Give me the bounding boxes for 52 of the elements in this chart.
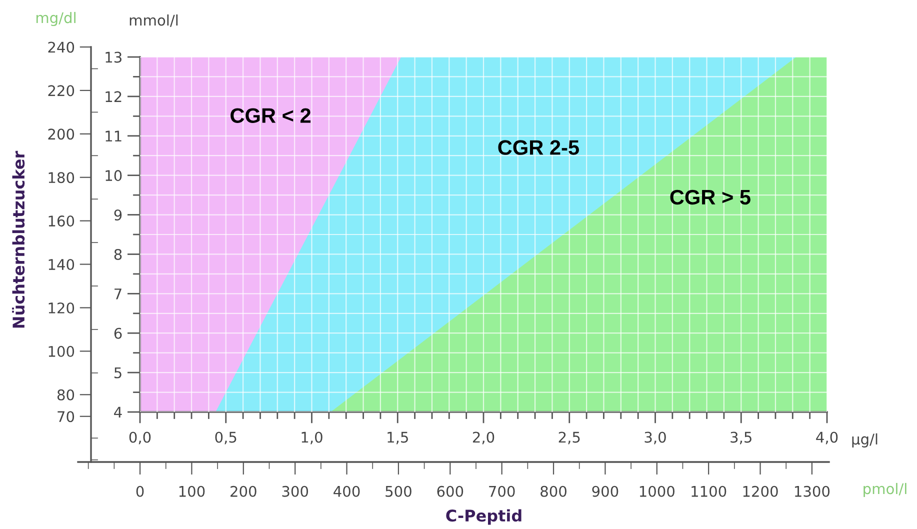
- x2-tick-label: 200: [230, 486, 256, 497]
- y2-tick-label: 160: [48, 216, 74, 227]
- y2-tick-label: 120: [48, 302, 74, 314]
- y2-tick-label: 70: [58, 411, 74, 422]
- x2-tick-label: 1100: [692, 486, 726, 497]
- x-tick-label: 3,0: [644, 432, 666, 444]
- x-tick-label: 0,5: [215, 432, 236, 444]
- x2-tick-label: 100: [179, 486, 205, 497]
- series-label: CGR > 5: [670, 190, 750, 205]
- x2-tick-label: 300: [282, 486, 308, 497]
- y-tick-label: 13: [106, 52, 122, 63]
- y2-tick-label: 220: [48, 85, 74, 96]
- x-tick-label: 2,0: [472, 432, 494, 444]
- y2-axis-title: mg/dl: [36, 12, 76, 26]
- x-tick-label: 1,5: [388, 432, 408, 444]
- y-tick-label: 7: [114, 288, 122, 300]
- x2-tick-label: 1200: [743, 486, 778, 497]
- x2-tick-label: 1000: [640, 486, 674, 497]
- x-tick-label: 3,5: [730, 432, 752, 444]
- y-tick-label: 12: [106, 91, 122, 102]
- y2-tick-label: 80: [57, 389, 74, 400]
- y-tick-label: 4: [114, 406, 122, 418]
- x-axis-title: µg/l: [852, 433, 878, 448]
- y2-tick-label: 140: [48, 258, 74, 270]
- y-tick-label: 10: [106, 170, 122, 182]
- x2-axis-title: pmol/l: [864, 482, 906, 498]
- y2-tick-label: 240: [48, 42, 74, 53]
- series-label: CGR 2-5: [498, 140, 579, 155]
- y-tick-label: 5: [114, 367, 122, 378]
- y-tick-label: 8: [114, 248, 122, 260]
- y-tick-label: 6: [114, 328, 122, 339]
- text: C-Peptid: [446, 509, 522, 525]
- y-tick-label: 9: [114, 209, 122, 221]
- x2-tick-label: 700: [489, 486, 515, 497]
- y2-tick-label: 180: [48, 172, 74, 184]
- y2-tick-label: 100: [48, 346, 74, 357]
- x2-tick-label: 500: [386, 486, 412, 497]
- x-tick-label: 0,0: [129, 432, 151, 444]
- x2-tick-label: 1300: [794, 486, 830, 497]
- x2-tick-label: 0: [136, 486, 144, 497]
- x2-tick-label: 400: [334, 486, 360, 497]
- y2-tick-label: 200: [48, 128, 74, 140]
- x-tick-label: 4,0: [816, 432, 838, 444]
- series-label: CGR < 2: [230, 108, 311, 123]
- y-tick-label: 11: [106, 130, 122, 142]
- x2-tick-label: 800: [540, 486, 566, 497]
- x-tick-label: 2,5: [558, 432, 580, 444]
- x-tick-label: 1,0: [302, 432, 322, 444]
- text: Nüchternblutzucker: [12, 150, 25, 328]
- y-axis-title: mmol/l: [130, 14, 178, 27]
- x2-tick-label: 900: [592, 486, 618, 497]
- x2-tick-label: 600: [437, 486, 464, 497]
